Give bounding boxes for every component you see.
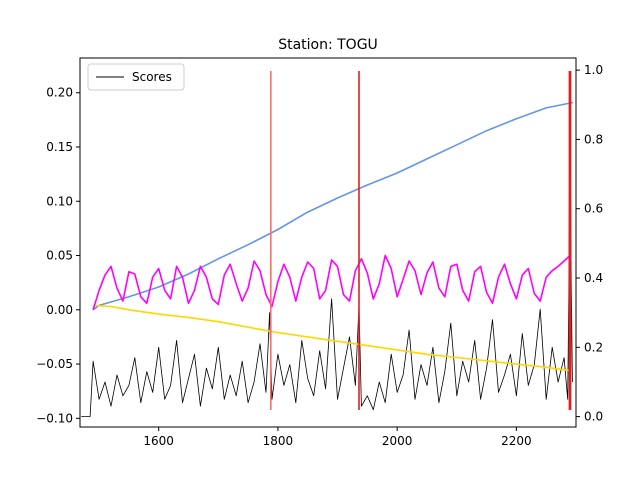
legend-scores-label: Scores	[132, 70, 172, 84]
y-left-tick-label--0.1: −0.10	[36, 411, 73, 425]
axes-layer: 1600 1800 2000 2200 −0.10 −0.05 0.00 0.05 0.10 0.…	[36, 57, 603, 448]
y-left-tick-label-0.15: 0.15	[46, 140, 73, 154]
y-left-tick-label-0.05: 0.05	[46, 249, 73, 263]
y-left-tick-label-0: 0.00	[46, 303, 73, 317]
x-tick-label-2000: 2000	[382, 434, 413, 448]
y-left-tick-label-0.1: 0.10	[46, 194, 73, 208]
plot-frame	[79, 57, 577, 428]
series-line-3	[92, 254, 571, 311]
y-right-tick-label-0.2: 0.2	[584, 340, 603, 354]
x-tick-label-1800: 1800	[263, 434, 294, 448]
series-line-1	[92, 101, 574, 311]
y-right-tick-label-0: 0.0	[584, 410, 603, 424]
y-right-tick-label-0.4: 0.4	[584, 271, 603, 285]
series-line-scores	[81, 76, 573, 418]
chart-title: Station: TOGU	[278, 37, 378, 53]
x-tick-label-1600: 1600	[143, 434, 174, 448]
legend: Scores	[87, 63, 185, 91]
y-left-tick-label--0.05: −0.05	[36, 357, 73, 371]
y-right-tick-label-1: 1.0	[584, 63, 603, 77]
y-right-tick-label-0.6: 0.6	[584, 202, 603, 216]
series-line-2	[93, 304, 571, 372]
series-layer	[81, 71, 574, 418]
legend-box	[87, 63, 185, 91]
x-tick-label-2200: 2200	[501, 434, 532, 448]
y-right-tick-label-0.8: 0.8	[584, 132, 603, 146]
y-left-tick-label-0.2: 0.20	[46, 86, 73, 100]
